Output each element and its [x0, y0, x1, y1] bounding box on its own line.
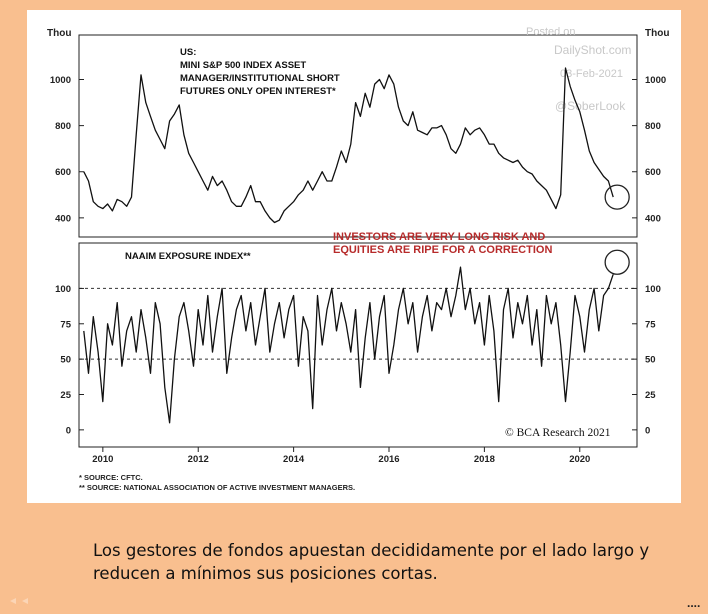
top-unit-right: Thou — [645, 28, 669, 39]
top-chart-title: US: MINI S&P 500 INDEX ASSET MANAGER/INS… — [180, 47, 340, 97]
watermark-line: 03-Feb-2021 — [560, 68, 623, 80]
top-title-line: MANAGER/INSTITUTIONAL SHORT — [180, 73, 340, 84]
watermark-line: @SoberLook — [555, 99, 626, 113]
nav-arrows-icon[interactable] — [8, 596, 48, 606]
x-tick-label: 2018 — [474, 454, 495, 465]
highlight-circle — [604, 184, 630, 210]
watermark-line: DailyShot.com — [554, 43, 631, 57]
y-tick-label-left: 50 — [60, 355, 71, 366]
y-tick-label-right: 75 — [645, 319, 656, 330]
x-tick-label: 2014 — [283, 454, 305, 465]
footnote: * SOURCE: CFTC. — [79, 473, 143, 482]
top-title-line: US: — [180, 47, 196, 58]
warning-line: EQUITIES ARE RIPE FOR A CORRECTION — [333, 244, 552, 256]
x-tick-label: 2012 — [188, 454, 209, 465]
y-tick-label-right: 25 — [645, 390, 656, 401]
bottom-series-line — [83, 266, 614, 424]
top-series-line — [83, 67, 614, 224]
plot-layer: 400 400 600 600 800 800 1000 1000 0 0 25 25 50 50 75 75… — [50, 67, 666, 465]
top-unit-left: Thou — [47, 28, 71, 39]
footnotes: * SOURCE: CFTC. ** SOURCE: NATIONAL ASSO… — [79, 473, 355, 492]
watermark-line: Posted on — [526, 26, 576, 38]
chart-panel: Thou Thou Posted on DailyShot.com 03-Feb… — [27, 10, 681, 503]
source-credit: © BCA Research 2021 — [505, 427, 611, 439]
top-title-line: FUTURES ONLY OPEN INTEREST* — [180, 86, 336, 97]
y-tick-label-left: 75 — [60, 319, 71, 330]
y-tick-label-right: 400 — [645, 213, 661, 224]
chart-figure: Thou Thou Posted on DailyShot.com 03-Feb… — [47, 26, 669, 492]
y-tick-label-left: 0 — [66, 425, 71, 436]
x-tick-label: 2020 — [569, 454, 590, 465]
continuation-marker: .... — [687, 596, 701, 610]
y-tick-label-right: 100 — [645, 284, 661, 295]
bottom-panel-frame — [78, 242, 638, 448]
x-tick-label: 2010 — [92, 454, 113, 465]
y-tick-label-left: 1000 — [50, 75, 71, 86]
y-tick-label-right: 0 — [645, 425, 650, 436]
y-tick-label-right: 800 — [645, 121, 661, 132]
watermark: Posted on DailyShot.com 03-Feb-2021 @Sob… — [526, 26, 631, 113]
top-panel-frame — [78, 34, 638, 238]
bottom-chart-title: NAAIM EXPOSURE INDEX** — [125, 251, 251, 262]
y-tick-label-right: 50 — [645, 355, 656, 366]
y-tick-label-right: 600 — [645, 167, 661, 178]
y-tick-label-right: 1000 — [645, 75, 666, 86]
highlight-circle — [604, 249, 630, 275]
y-tick-label-left: 100 — [55, 284, 71, 295]
slide-caption: Los gestores de fondos apuestan decidida… — [93, 541, 650, 583]
warning-annotation: INVESTORS ARE VERY LONG RISK AND EQUITIE… — [333, 231, 552, 256]
y-tick-label-left: 25 — [60, 390, 71, 401]
footnote: ** SOURCE: NATIONAL ASSOCIATION OF ACTIV… — [79, 483, 355, 492]
x-tick-label: 2016 — [378, 454, 399, 465]
y-tick-label-left: 400 — [55, 213, 71, 224]
warning-line: INVESTORS ARE VERY LONG RISK AND — [333, 231, 545, 243]
y-tick-label-left: 600 — [55, 167, 71, 178]
top-title-line: MINI S&P 500 INDEX ASSET — [180, 60, 306, 71]
y-tick-label-left: 800 — [55, 121, 71, 132]
